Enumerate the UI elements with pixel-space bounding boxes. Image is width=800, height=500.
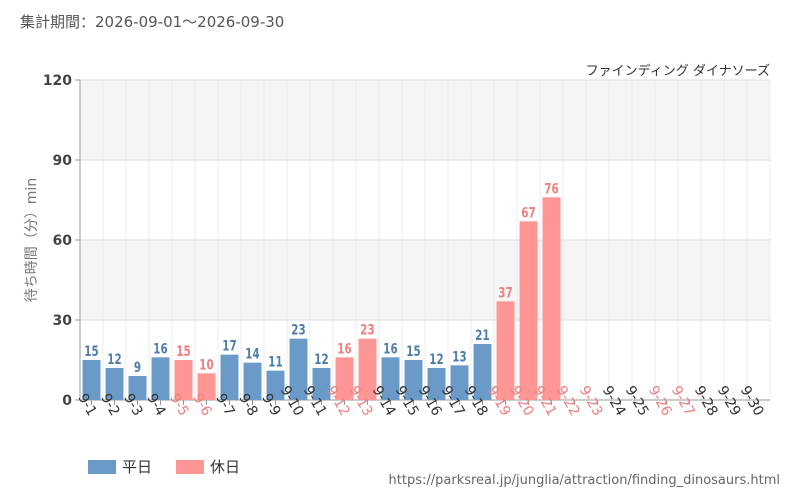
bar-9-2 [105,368,124,400]
period-label: 集計期間：2026-09-01〜2026-09-30 [20,13,285,31]
data-label: 14 [245,347,259,363]
data-label: 10 [199,357,213,373]
data-label: 12 [429,352,443,368]
bar-9-20 [519,221,538,400]
bar-9-12 [335,357,354,400]
bar-9-9 [266,370,285,400]
y-axis-label: 待ち時間（分）min [24,178,40,302]
y-tick-label: 60 [53,233,73,249]
x-tick-label: 9-25 [622,383,652,419]
data-label: 16 [153,341,167,357]
x-tick-label: 9-23 [576,383,606,419]
data-label: 23 [291,323,305,339]
bar-9-10 [289,338,308,400]
y-tick-label: 30 [53,313,73,329]
x-tick-label: 9-28 [691,383,721,419]
source-url[interactable]: https://parksreal.jp/junglia/attraction/… [388,473,780,488]
waiting-time-bar-chart: 15 12 9 16 15 10 17 14 11 23 12 16 23 16 15 12 13 21 37 67 7… [24,63,771,419]
bar-9-4 [151,357,170,400]
data-label: 17 [222,339,236,355]
legend-item-weekday: 平日 [88,456,152,477]
data-label: 11 [268,355,282,371]
bar-9-18 [473,344,492,400]
legend-holiday-label: 休日 [210,458,241,476]
bar-9-7 [220,354,239,400]
bar-9-16 [427,368,446,400]
legend-weekday-label: 平日 [122,458,153,476]
y-tick-label: 0 [62,393,72,409]
bar-9-13 [358,338,377,400]
bar-9-3 [128,376,147,400]
data-label: 12 [314,352,328,368]
bar-9-11 [312,368,331,400]
weekday-swatch [88,459,116,474]
data-label: 15 [84,344,98,360]
x-tick-label: 9-29 [714,383,744,419]
data-label: 67 [521,205,535,221]
chart-axes [75,79,770,405]
data-label: 12 [107,352,121,368]
chart-title: ファインディング ダイナソーズ [586,63,770,79]
bar-9-8 [243,362,262,400]
bar-9-17 [450,365,469,400]
bar-9-19 [496,301,515,400]
data-label: 16 [383,341,397,357]
bar-9-1 [82,360,101,400]
x-tick-label: 9-30 [737,383,767,419]
y-tick-label: 90 [53,153,73,169]
data-label: 15 [176,344,190,360]
data-label: 21 [475,328,489,344]
bar-9-6 [197,373,216,400]
bar-9-14 [381,357,400,400]
y-tick-label: 120 [43,73,72,89]
data-label: 76 [544,181,558,197]
legend-item-holiday: 休日 [176,456,240,477]
data-label: 13 [452,349,466,365]
y-tick-labels: 0 30 60 90 120 [43,73,72,409]
bar-9-15 [404,360,423,400]
x-tick-label: 9-24 [599,383,629,419]
x-tick-label: 9-26 [645,383,675,419]
data-labels: 15 12 9 16 15 10 17 14 11 23 12 16 23 16 15 12 13 21 37 67 7… [84,181,558,376]
data-label: 15 [406,344,420,360]
legend: 平日 休日 [88,456,240,477]
data-label: 37 [498,285,512,301]
bar-9-21 [542,197,561,400]
data-label: 16 [337,341,351,357]
x-tick-label: 9-22 [553,383,583,419]
bars [82,197,561,400]
data-label: 23 [360,323,374,339]
x-tick-label: 9-27 [668,383,698,419]
data-label: 9 [134,360,141,376]
holiday-swatch [176,459,205,474]
bar-9-5 [174,360,193,400]
